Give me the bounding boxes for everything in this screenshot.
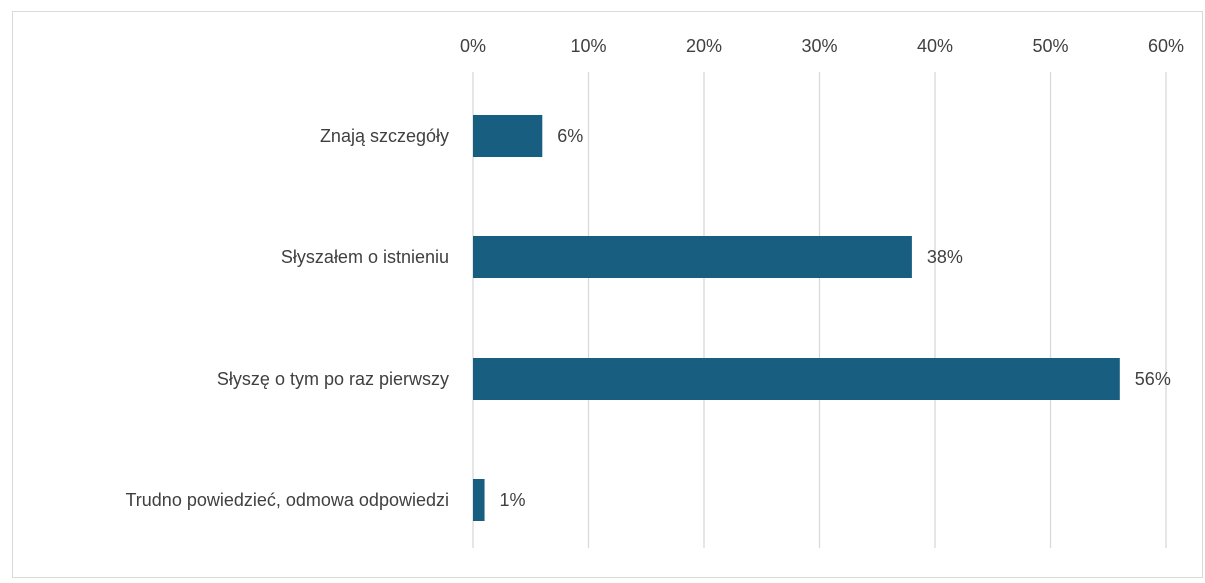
category-label: Słyszę o tym po raz pierwszy — [217, 369, 449, 389]
data-label: 1% — [500, 490, 526, 510]
x-tick-label: 40% — [917, 36, 953, 56]
data-label: 38% — [927, 247, 963, 267]
data-label: 6% — [557, 126, 583, 146]
x-tick-label: 50% — [1032, 36, 1068, 56]
category-labels: Znają szczegóły Słyszałem o istnieniu Słys… — [125, 126, 449, 510]
bars — [473, 115, 1120, 521]
x-axis-ticks: 0% 10% 20% 30% 40% 50% 60% — [460, 36, 1184, 56]
category-label: Słyszałem o istnieniu — [281, 247, 449, 267]
data-label: 56% — [1135, 369, 1171, 389]
x-tick-label: 10% — [570, 36, 606, 56]
bar — [473, 236, 912, 278]
x-tick-label: 60% — [1148, 36, 1184, 56]
x-tick-label: 30% — [801, 36, 837, 56]
chart-frame — [12, 11, 1203, 578]
bar — [473, 358, 1120, 400]
category-label: Trudno powiedzieć, odmowa odpowiedzi — [125, 490, 449, 510]
data-labels: 6% 38% 56% 1% — [500, 126, 1171, 510]
x-tick-label: 0% — [460, 36, 486, 56]
category-label: Znają szczegóły — [320, 126, 449, 146]
x-tick-label: 20% — [686, 36, 722, 56]
bar — [473, 479, 485, 521]
bar — [473, 115, 543, 157]
